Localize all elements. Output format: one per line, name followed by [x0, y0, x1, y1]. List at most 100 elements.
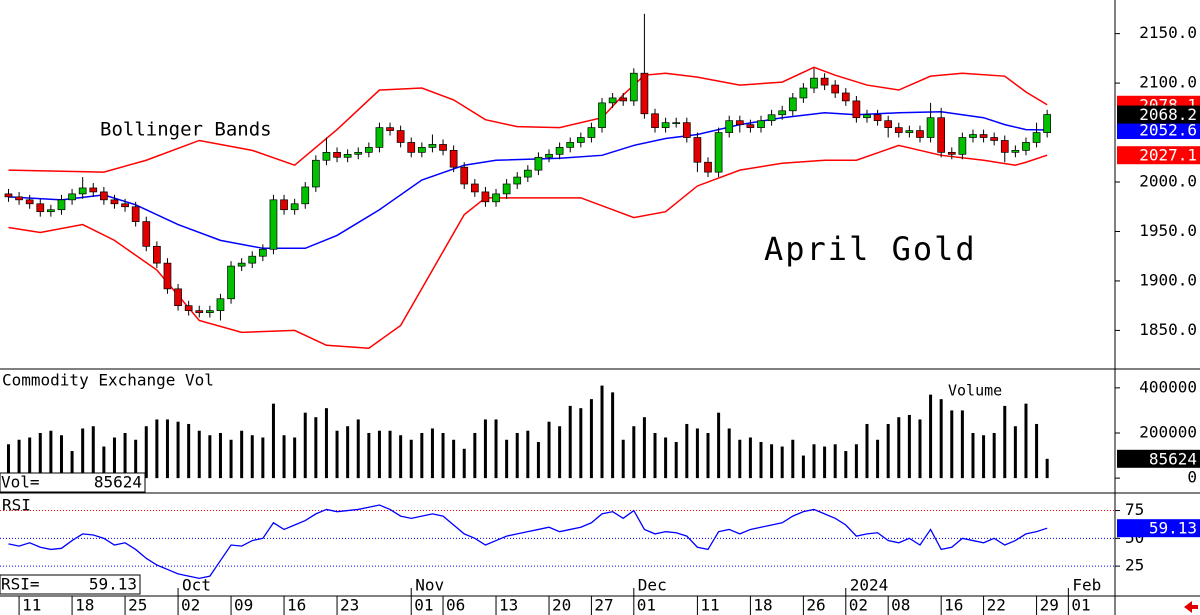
candle-body: [386, 127, 394, 131]
value-box-label: 2027.1: [1139, 146, 1197, 165]
volume-bar: [420, 432, 424, 479]
volume-bar: [91, 426, 95, 479]
candle-body: [767, 114, 776, 122]
candle-body: [714, 132, 723, 173]
volume-bar: [6, 444, 10, 479]
candle-body: [947, 151, 956, 155]
candle-body: [396, 130, 405, 143]
value-box-label: 2052.6: [1139, 120, 1197, 139]
volume-bar: [780, 446, 784, 479]
candle-body: [831, 84, 840, 94]
y-tick-label: 1900.0: [1139, 270, 1197, 289]
candle-body: [89, 187, 98, 193]
volume-bar: [197, 430, 201, 479]
candle-body: [311, 159, 320, 188]
y-tick-label: 2000.0: [1139, 172, 1197, 191]
volume-bar: [293, 437, 297, 479]
volume-bar: [886, 423, 890, 479]
month-label: Nov: [415, 576, 444, 595]
candle-body: [873, 114, 882, 122]
volume-bar: [409, 439, 413, 479]
x-tick-label: 27: [594, 596, 613, 615]
candle-body: [153, 245, 161, 264]
volume-bar: [494, 419, 498, 479]
volume-bar: [165, 419, 169, 479]
candle-body: [788, 97, 797, 112]
value-box-label: 59.13: [1149, 519, 1197, 538]
volume-bar: [642, 417, 646, 479]
candle-body: [354, 151, 363, 155]
x-tick-label: 11: [700, 596, 719, 615]
volume-bar: [791, 439, 795, 479]
volume-bar: [229, 439, 233, 479]
x-tick-label: 11: [22, 596, 41, 615]
volume-bar: [261, 437, 265, 479]
volume-bar: [1035, 423, 1039, 479]
volume-bar: [844, 451, 848, 479]
candle-body: [343, 153, 352, 158]
volume-bar: [897, 417, 901, 479]
volume-bar: [483, 419, 487, 479]
candle-body: [852, 100, 861, 119]
candle-body: [587, 127, 596, 138]
candle-body: [78, 187, 87, 195]
volume-bar: [727, 428, 731, 479]
volume-bar: [38, 432, 42, 479]
volume-bar: [102, 446, 106, 479]
candle-body: [237, 262, 246, 267]
volume-bar: [971, 432, 975, 479]
y-tick-label: 400000: [1139, 377, 1197, 396]
candle-body: [534, 156, 543, 171]
volume-bar: [717, 412, 721, 479]
x-tick-label: 26: [806, 596, 825, 615]
x-tick-label: 16: [944, 596, 963, 615]
volume-bar: [59, 435, 63, 479]
volume-bar: [674, 442, 678, 479]
candle-body: [990, 137, 999, 141]
candle-body: [513, 176, 522, 185]
candle-body: [174, 288, 182, 307]
x-tick-label: 08: [891, 596, 910, 615]
volume-bar: [70, 451, 74, 479]
candle-body: [916, 130, 924, 138]
x-tick-label: 01: [1071, 596, 1090, 615]
candle-body: [449, 150, 458, 168]
volume-bar: [208, 435, 212, 479]
volume-bar: [505, 439, 509, 479]
volume-bar: [473, 432, 477, 479]
volume-bar: [1013, 426, 1017, 479]
readout-value: 59.13: [89, 575, 137, 594]
candle-body: [216, 298, 225, 311]
candle-body: [958, 137, 967, 155]
y-tick-label: 75: [1125, 500, 1144, 519]
candle-body: [290, 203, 299, 211]
candle-body: [259, 248, 267, 257]
candle-body: [460, 166, 469, 185]
month-label: Feb: [1072, 576, 1101, 595]
candle-body: [1043, 114, 1052, 133]
candle-body: [566, 142, 575, 148]
x-tick-label: 01: [637, 596, 656, 615]
volume-bar: [441, 432, 445, 479]
volume-bar: [399, 435, 403, 479]
candle-body: [195, 310, 204, 313]
candle-body: [121, 203, 129, 208]
scroll-arrow: [1184, 601, 1198, 613]
volume-bar: [250, 435, 254, 479]
month-label: Dec: [638, 576, 667, 595]
y-tick-label: 2150.0: [1139, 23, 1197, 42]
candle-body: [672, 122, 681, 125]
volume-bar: [929, 394, 933, 479]
volume-bar: [515, 432, 519, 479]
volume-bar: [187, 423, 191, 479]
y-tick-label: 0: [1187, 468, 1197, 487]
volume-bar: [706, 432, 710, 479]
volume-bar: [600, 385, 604, 479]
volume-bar: [611, 392, 615, 479]
candle-body: [1022, 142, 1030, 151]
volume-bar: [854, 444, 858, 479]
candle-body: [428, 144, 437, 148]
candle-body: [661, 122, 670, 128]
volume-bar: [918, 419, 922, 479]
